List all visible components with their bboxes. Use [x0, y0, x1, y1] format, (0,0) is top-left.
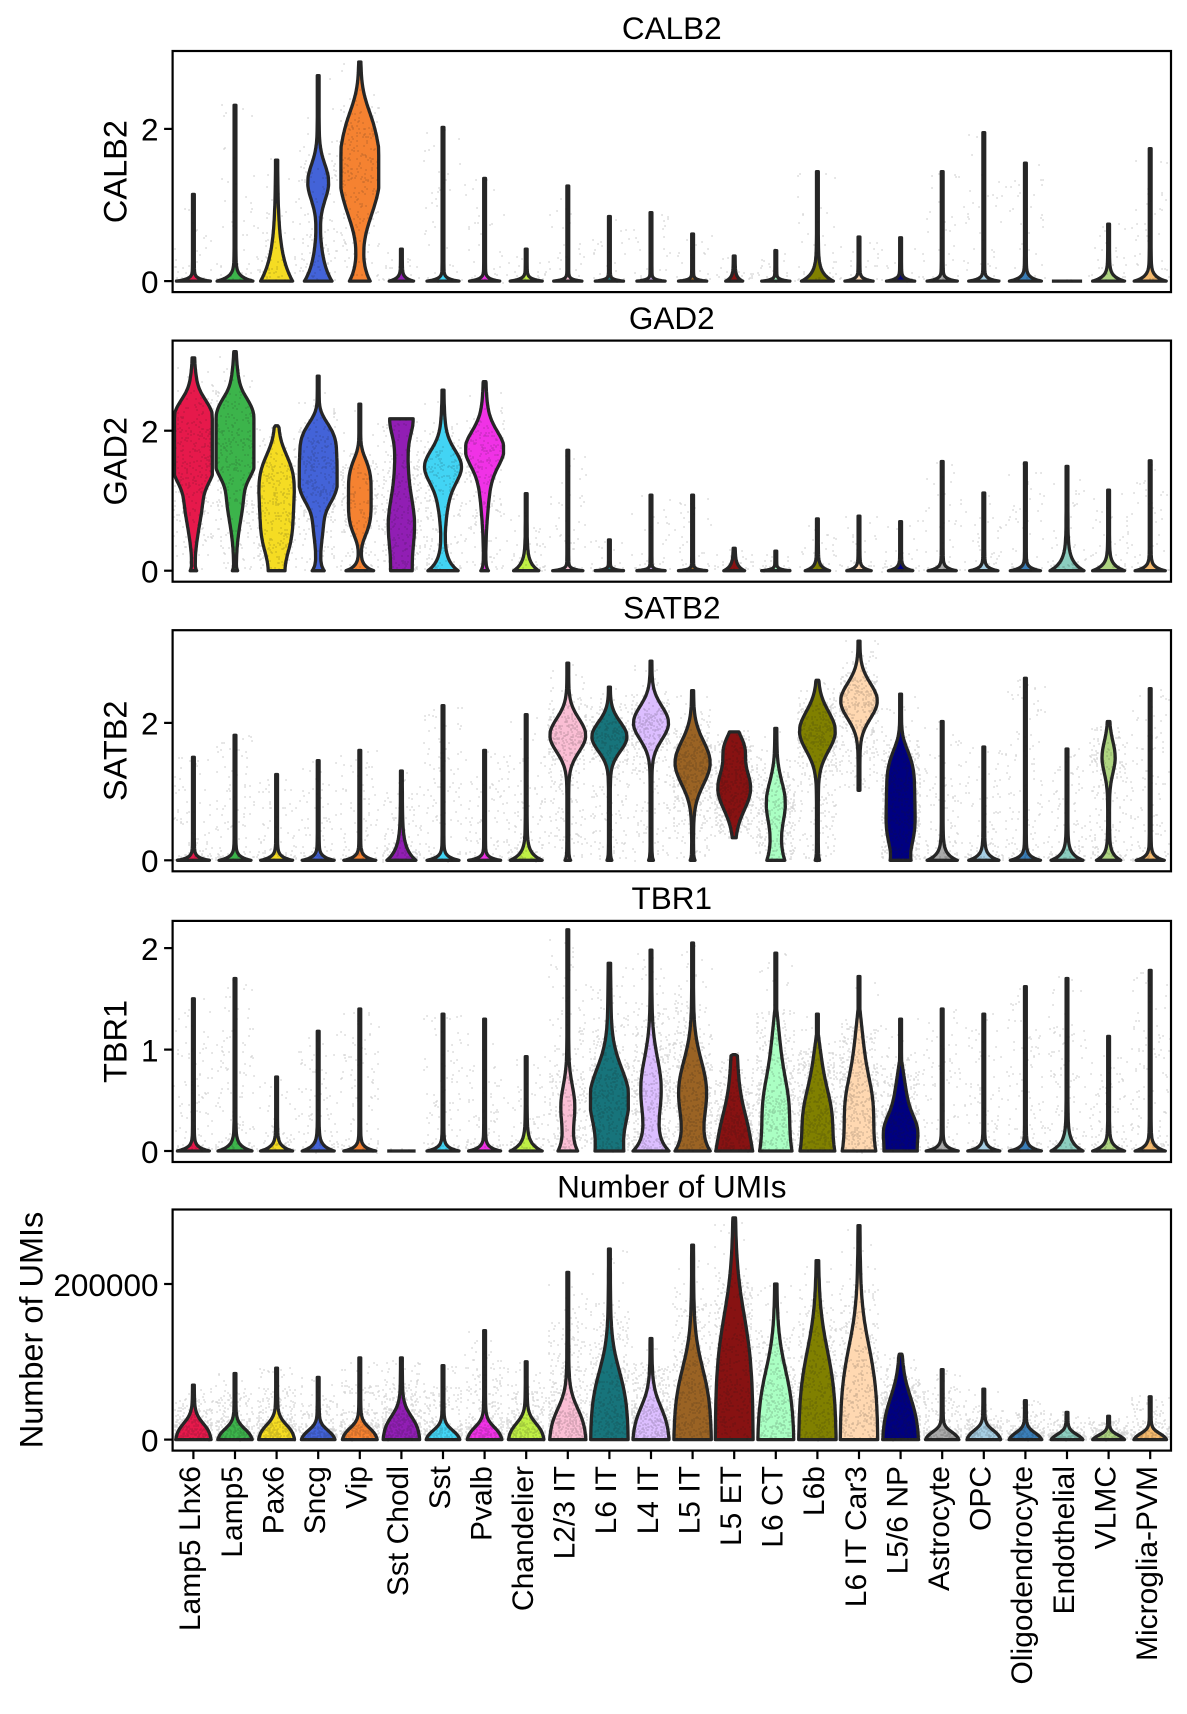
- svg-text:L6b: L6b: [798, 1466, 831, 1516]
- svg-text:Number of UMIs: Number of UMIs: [557, 1169, 786, 1205]
- svg-text:L6 CT: L6 CT: [757, 1466, 790, 1548]
- svg-text:Sst: Sst: [424, 1465, 457, 1509]
- svg-text:200000: 200000: [53, 1267, 158, 1303]
- svg-text:Lamp5: Lamp5: [216, 1466, 249, 1558]
- svg-text:Number of UMIs: Number of UMIs: [14, 1212, 50, 1449]
- svg-text:CALB2: CALB2: [98, 120, 134, 223]
- svg-text:TBR1: TBR1: [98, 1000, 134, 1083]
- svg-text:2: 2: [141, 414, 159, 450]
- svg-text:Endothelial: Endothelial: [1048, 1466, 1081, 1614]
- svg-text:1: 1: [141, 1032, 159, 1068]
- svg-text:Astrocyte: Astrocyte: [923, 1466, 956, 1591]
- svg-text:0: 0: [141, 554, 159, 590]
- svg-text:CALB2: CALB2: [622, 10, 722, 46]
- svg-text:Sncg: Sncg: [299, 1466, 332, 1534]
- svg-text:2: 2: [141, 112, 159, 148]
- svg-text:Chandelier: Chandelier: [507, 1466, 540, 1611]
- svg-text:2: 2: [141, 706, 159, 742]
- svg-text:OPC: OPC: [965, 1466, 998, 1531]
- svg-text:SATB2: SATB2: [98, 701, 134, 802]
- svg-text:Pax6: Pax6: [257, 1466, 290, 1534]
- svg-text:VLMC: VLMC: [1089, 1466, 1122, 1549]
- svg-text:GAD2: GAD2: [629, 300, 715, 336]
- svg-text:Oligodendrocyte: Oligodendrocyte: [1006, 1466, 1039, 1684]
- svg-text:L5/6 NP: L5/6 NP: [881, 1466, 914, 1574]
- svg-text:TBR1: TBR1: [632, 880, 713, 916]
- svg-text:0: 0: [141, 843, 159, 879]
- svg-text:2: 2: [141, 931, 159, 967]
- svg-text:Lamp5 Lhx6: Lamp5 Lhx6: [174, 1466, 207, 1631]
- svg-text:L5 ET: L5 ET: [715, 1466, 748, 1546]
- svg-text:GAD2: GAD2: [98, 417, 134, 506]
- svg-text:0: 0: [141, 1422, 159, 1458]
- svg-text:Pvalb: Pvalb: [465, 1466, 498, 1541]
- svg-text:L6 IT Car3: L6 IT Car3: [840, 1466, 873, 1607]
- svg-text:0: 0: [141, 1134, 159, 1170]
- svg-text:0: 0: [141, 264, 159, 300]
- svg-text:Microglia-PVM: Microglia-PVM: [1131, 1466, 1164, 1661]
- svg-text:L2/3 IT: L2/3 IT: [549, 1466, 582, 1559]
- svg-text:Sst Chodl: Sst Chodl: [382, 1466, 415, 1596]
- svg-text:L6 IT: L6 IT: [590, 1466, 623, 1534]
- svg-text:SATB2: SATB2: [623, 589, 720, 625]
- svg-text:Vip: Vip: [341, 1466, 374, 1509]
- svg-text:L4 IT: L4 IT: [632, 1466, 665, 1534]
- svg-text:L5 IT: L5 IT: [673, 1466, 706, 1534]
